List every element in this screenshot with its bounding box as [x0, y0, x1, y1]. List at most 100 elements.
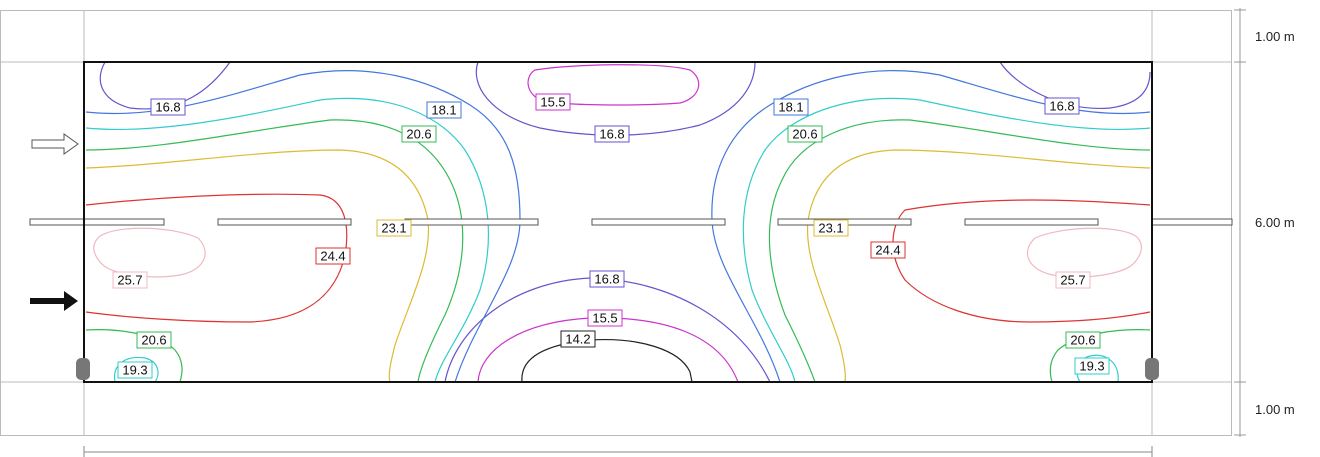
- isoline-value-label: 19.3: [1074, 357, 1110, 375]
- luminaire: [404, 218, 539, 226]
- isoline-value-label: 23.1: [813, 219, 849, 237]
- isoline-label-box: [589, 270, 625, 288]
- isoline-label-box: [1055, 271, 1091, 289]
- dimension-label-middle: 6.00 m: [1255, 215, 1295, 230]
- isoline-25-7-left: [93, 227, 206, 278]
- isoline-label-box: [773, 98, 809, 116]
- isoline-label-box: [376, 219, 412, 237]
- luminaire: [29, 218, 165, 226]
- isoline-20-6-bl: [85, 329, 183, 383]
- isoline-20-6-left: [85, 119, 464, 383]
- isoline-value-label: 15.5: [535, 93, 571, 111]
- isoline-value-label: 16.8: [150, 98, 186, 116]
- isoline-16-8-left-corner: [99, 61, 231, 110]
- isoline-label-box: [112, 271, 148, 289]
- isoline-label-text: 25.7: [117, 273, 142, 288]
- isoline-label-box: [1074, 357, 1110, 375]
- isoline-value-label: 14.2: [560, 330, 596, 348]
- isoline-15-5-bottom: [477, 317, 739, 383]
- isoline-label-text: 25.7: [1060, 273, 1085, 288]
- dimension-label-bottom: 1.00 m: [1255, 402, 1295, 417]
- isoline-19-3-left: [85, 97, 490, 383]
- isoline-label-text: 14.2: [565, 332, 590, 347]
- isoline-value-label: 24.4: [315, 247, 351, 265]
- isoline-value-label: 20.6: [136, 331, 172, 349]
- dimension-label-top: 1.00 m: [1255, 29, 1295, 44]
- isoline-18-1-left: [85, 70, 521, 383]
- isoline-value-label: 16.8: [594, 125, 630, 143]
- isoline-label-box: [117, 361, 153, 379]
- luminaire: [591, 218, 726, 226]
- isoline-label-box: [136, 331, 172, 349]
- isoline-19-3-bl-corner: [114, 356, 159, 383]
- isoline-value-label: 20.6: [1065, 331, 1101, 349]
- isoline-label-box: [587, 309, 623, 327]
- isoline-label-text: 16.8: [594, 272, 619, 287]
- isoline-value-label: 20.6: [401, 125, 437, 143]
- isoline-value-label: 15.5: [587, 309, 623, 327]
- isoline-23-1-right: [806, 149, 1151, 383]
- isoline-label-box: [787, 125, 823, 143]
- isoline-value-label: 18.1: [426, 101, 462, 119]
- isoline-label-box: [535, 93, 571, 111]
- isoline-label-text: 18.1: [778, 100, 803, 115]
- isoline-label-text: 23.1: [818, 221, 843, 236]
- isoline-23-1-left: [85, 149, 430, 383]
- luminaire: [964, 218, 1099, 226]
- isoline-label-text: 20.6: [792, 127, 817, 142]
- isoline-label-box: [315, 247, 351, 265]
- isoline-20-6-right: [768, 119, 1151, 383]
- luminaire: [1151, 218, 1233, 226]
- isoline-label-box: [150, 98, 186, 116]
- isoline-label-text: 20.6: [1070, 333, 1095, 348]
- isoline-label-box: [594, 125, 630, 143]
- isoline-label-text: 24.4: [320, 249, 345, 264]
- isoline-label-text: 20.6: [406, 127, 431, 142]
- isoline-labels: 16.8 18.1 15.5 16.8 18.1 16.8 20.6 20.6 23.1 23.1…: [112, 93, 1110, 379]
- room-outline: [83, 61, 1153, 383]
- isoline-value-label: 16.8: [1044, 97, 1080, 115]
- luminaire: [217, 218, 352, 226]
- isoline-value-label: 19.3: [117, 361, 153, 379]
- isoline-19-3-right: [742, 97, 1151, 383]
- isoline-label-box: [813, 219, 849, 237]
- corner-post-right: [1145, 358, 1159, 380]
- isoline-label-box: [870, 241, 906, 259]
- isoline-16-8-bottom: [444, 277, 771, 383]
- isoline-label-text: 20.6: [141, 333, 166, 348]
- solid-arrow-icon: [30, 291, 78, 311]
- isoline-label-text: 15.5: [592, 311, 617, 326]
- isoline-16-8-right-corner: [999, 61, 1151, 109]
- hollow-arrow-icon: [31, 133, 79, 155]
- isoline-label-text: 19.3: [122, 363, 147, 378]
- isoline-label-text: 16.8: [599, 127, 624, 142]
- isoline-value-label: 25.7: [112, 271, 148, 289]
- isoline-20-6-br: [1049, 329, 1151, 383]
- isoline-label-text: 16.8: [1049, 99, 1074, 114]
- height-dimension-scale: [1234, 8, 1246, 437]
- isoline-24-4-right: [892, 199, 1151, 323]
- corner-post-left: [76, 358, 90, 380]
- isoline-24-4-left: [85, 193, 348, 323]
- luminaires-row: [29, 218, 1233, 226]
- isoline-value-label: 20.6: [787, 125, 823, 143]
- isoline-16-8-top: [475, 61, 756, 136]
- isoline-value-label: 18.1: [773, 98, 809, 116]
- isoline-label-text: 24.4: [875, 243, 900, 258]
- isoline-value-label: 23.1: [376, 219, 412, 237]
- isoline-25-7-right: [1026, 227, 1142, 278]
- isoline-label-text: 16.8: [155, 100, 180, 115]
- isoline-label-text: 18.1: [431, 103, 456, 118]
- isoline-14-2: [521, 338, 693, 383]
- isoline-label-box: [1065, 331, 1101, 349]
- isoline-label-box: [401, 125, 437, 143]
- isoline-value-label: 24.4: [870, 241, 906, 259]
- isoline-label-box: [560, 330, 596, 348]
- isoline-value-label: 25.7: [1055, 271, 1091, 289]
- isoline-value-label: 16.8: [589, 270, 625, 288]
- isoline-label-text: 23.1: [381, 221, 406, 236]
- isoline-label-box: [1044, 97, 1080, 115]
- isoline-label-box: [426, 101, 462, 119]
- isoline-label-text: 15.5: [540, 95, 565, 110]
